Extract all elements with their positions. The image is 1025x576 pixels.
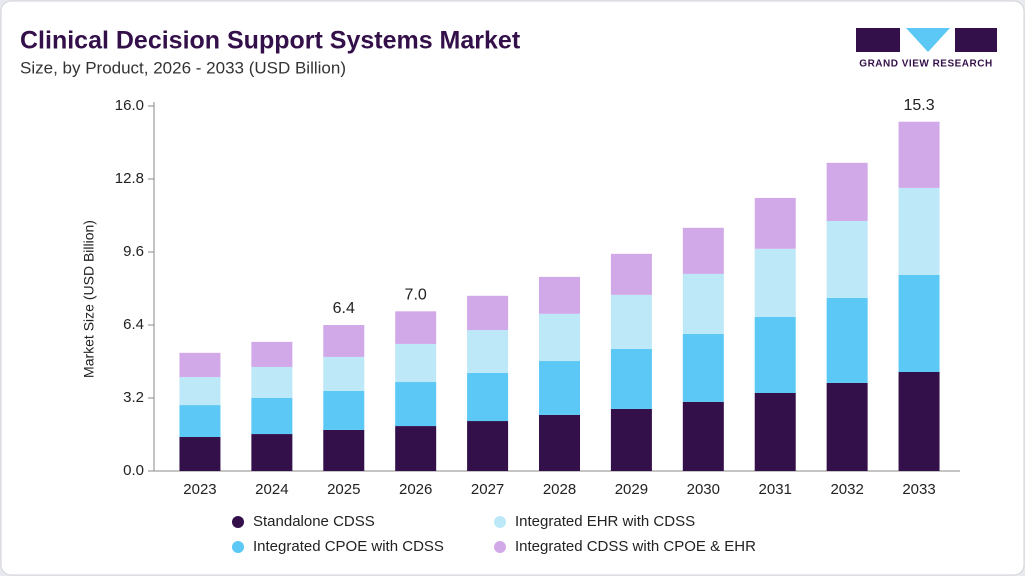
bar-segment <box>179 377 221 406</box>
bar-segment <box>179 352 221 378</box>
bar-segment <box>323 429 365 471</box>
x-tick-label: 2026 <box>399 481 432 498</box>
bar-segment <box>898 371 940 471</box>
bar-segment <box>610 408 652 471</box>
bar-segment <box>682 273 724 334</box>
bar-segment <box>539 414 580 471</box>
bar-segment <box>754 392 796 471</box>
total-label: 15.3 <box>903 97 934 114</box>
y-tick-label: 9.6 <box>123 243 144 260</box>
bar-segment <box>539 276 580 314</box>
bar-segment <box>754 248 796 318</box>
bar-segment <box>682 227 724 274</box>
total-label: 7.0 <box>405 287 427 304</box>
logo: GRAND VIEW RESEARCH <box>856 28 997 70</box>
y-tick-label: 12.8 <box>115 170 144 187</box>
legend-label: Integrated CDSS with CPOE & EHR <box>515 538 756 555</box>
x-tick-label: 2029 <box>615 481 648 498</box>
x-tick-label: 2028 <box>543 481 576 498</box>
bar-segment <box>610 253 652 295</box>
bar-segment <box>251 366 293 398</box>
bar-segment <box>395 343 437 383</box>
x-tick-label: 2033 <box>902 481 935 498</box>
bar-segment <box>754 317 796 393</box>
bar-segment <box>682 401 724 471</box>
bar-segment <box>898 274 940 372</box>
bar-segment <box>826 162 868 221</box>
legend-label: Integrated CPOE with CDSS <box>253 538 444 555</box>
bar-segment <box>539 361 580 415</box>
bar-segment <box>395 426 437 471</box>
legend-swatch <box>494 516 506 528</box>
bar-segment <box>826 382 868 471</box>
y-tick-label: 6.4 <box>123 316 144 333</box>
bar-segment <box>251 398 293 435</box>
bar-segment <box>467 295 509 331</box>
x-tick-label: 2032 <box>830 481 863 498</box>
y-tick-label: 3.2 <box>123 389 144 406</box>
bar-segment <box>323 356 365 391</box>
chart-subtitle: Size, by Product, 2026 - 2033 (USD Billi… <box>20 58 346 77</box>
total-label: 6.4 <box>333 300 355 317</box>
bar-segment <box>898 121 940 188</box>
y-axis-label: Market Size (USD Billion) <box>81 220 97 378</box>
x-tick-label: 2031 <box>759 481 792 498</box>
bar-segment <box>539 313 580 362</box>
x-tick-label: 2023 <box>183 481 216 498</box>
bar-segment <box>754 197 796 249</box>
bar-segment <box>682 333 724 402</box>
bar-segment <box>467 372 509 422</box>
x-tick-label: 2024 <box>255 481 288 498</box>
legend-label: Integrated EHR with CDSS <box>515 513 695 530</box>
chart-title: Clinical Decision Support Systems Market <box>20 27 521 55</box>
legend-swatch <box>232 516 244 528</box>
legend-swatch <box>232 541 244 553</box>
bar-segment <box>467 330 509 373</box>
x-tick-label: 2030 <box>687 481 720 498</box>
y-tick-label: 16.0 <box>115 97 144 114</box>
bar-segment <box>251 341 293 367</box>
bar-segment <box>395 382 437 427</box>
x-tick-label: 2027 <box>471 481 504 498</box>
bar-segment <box>826 220 868 298</box>
bar-segment <box>395 311 437 344</box>
x-tick-label: 2025 <box>327 481 360 498</box>
bar-segment <box>179 437 221 471</box>
bar-segment <box>467 421 509 471</box>
y-tick-label: 0.0 <box>123 462 144 479</box>
bar-segment <box>826 297 868 383</box>
legend-swatch <box>494 541 506 553</box>
legend-label: Standalone CDSS <box>253 513 375 530</box>
bar-segment <box>251 434 293 471</box>
bar-segment <box>610 294 652 349</box>
bar-segment <box>323 325 365 357</box>
bar-segment <box>610 348 652 409</box>
bar-segment <box>898 187 940 275</box>
bar-segment <box>179 405 221 438</box>
brand: GRAND VIEW RESEARCH <box>859 59 992 70</box>
bar-segment <box>323 390 365 430</box>
